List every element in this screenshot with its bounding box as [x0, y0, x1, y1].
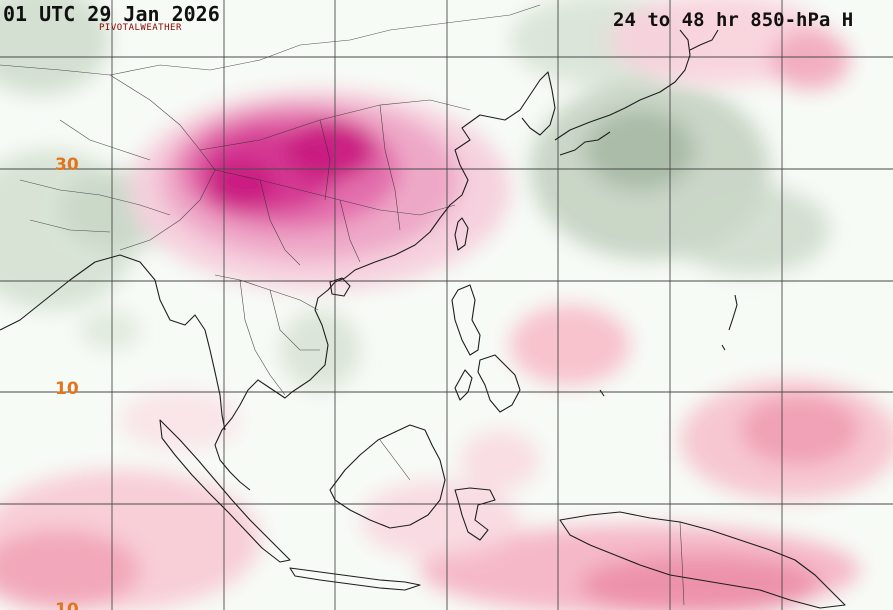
product-title: 24 to 48 hr 850-hPa H: [613, 9, 854, 31]
latitude-label-30: 30: [55, 155, 79, 175]
political-borders: [0, 4, 685, 606]
valid-time-label: 01 UTC 29 Jan 2026: [3, 2, 220, 26]
latitude-label-10-south: 10: [55, 600, 79, 610]
coastlines: [0, 29, 846, 609]
brand-watermark: PIVOTALWEATHER: [99, 23, 182, 33]
latitude-label-10: 10: [55, 379, 79, 399]
